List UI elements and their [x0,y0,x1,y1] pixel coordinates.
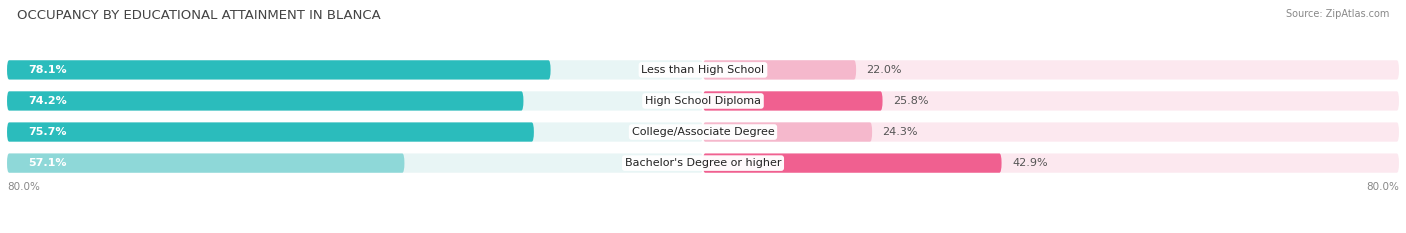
Text: College/Associate Degree: College/Associate Degree [631,127,775,137]
FancyBboxPatch shape [703,60,856,79]
FancyBboxPatch shape [703,154,1001,173]
FancyBboxPatch shape [7,122,703,142]
Text: OCCUPANCY BY EDUCATIONAL ATTAINMENT IN BLANCA: OCCUPANCY BY EDUCATIONAL ATTAINMENT IN B… [17,9,381,22]
FancyBboxPatch shape [7,154,405,173]
FancyBboxPatch shape [703,91,883,111]
Text: 78.1%: 78.1% [28,65,66,75]
Legend: Owner-occupied, Renter-occupied: Owner-occupied, Renter-occupied [576,230,830,233]
Text: 75.7%: 75.7% [28,127,66,137]
Text: 57.1%: 57.1% [28,158,66,168]
Text: 22.0%: 22.0% [866,65,903,75]
FancyBboxPatch shape [703,154,1399,173]
Text: Bachelor's Degree or higher: Bachelor's Degree or higher [624,158,782,168]
Text: 25.8%: 25.8% [893,96,928,106]
FancyBboxPatch shape [703,91,1399,111]
FancyBboxPatch shape [703,122,872,142]
Text: High School Diploma: High School Diploma [645,96,761,106]
Text: Less than High School: Less than High School [641,65,765,75]
Text: Source: ZipAtlas.com: Source: ZipAtlas.com [1285,9,1389,19]
FancyBboxPatch shape [7,154,703,173]
Text: 42.9%: 42.9% [1012,158,1047,168]
Text: 80.0%: 80.0% [1367,182,1399,192]
Text: 74.2%: 74.2% [28,96,66,106]
FancyBboxPatch shape [7,60,551,79]
Text: 80.0%: 80.0% [7,182,39,192]
FancyBboxPatch shape [7,60,703,79]
FancyBboxPatch shape [703,60,1399,79]
FancyBboxPatch shape [7,91,523,111]
FancyBboxPatch shape [7,91,703,111]
Text: 24.3%: 24.3% [883,127,918,137]
FancyBboxPatch shape [703,122,1399,142]
FancyBboxPatch shape [7,122,534,142]
